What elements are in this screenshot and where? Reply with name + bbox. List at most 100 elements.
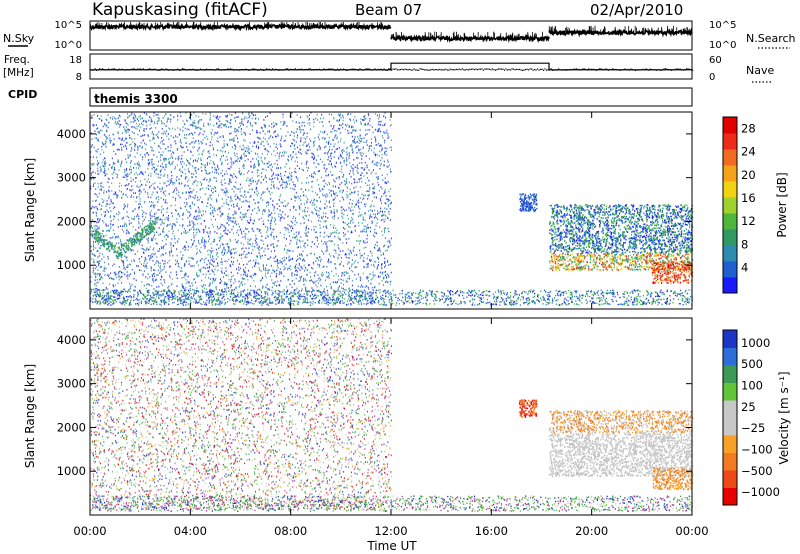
data-cell [324,203,326,205]
data-cell [294,184,296,186]
data-cell [326,249,329,252]
freq-point [114,68,116,70]
data-cell [230,280,232,283]
data-cell [322,194,324,197]
data-cell [241,118,243,121]
data-cell [231,252,233,255]
data-cell [138,269,141,271]
data-cell [351,148,353,150]
data-cell [348,261,350,263]
data-cell [142,129,144,132]
freq-point [511,68,513,70]
freq-point [434,69,436,71]
data-cell [256,187,258,190]
data-cell [193,221,195,224]
data-cell [222,189,224,191]
data-cell [102,243,104,246]
data-cell [295,289,297,291]
data-cell [366,263,368,265]
freq-point [186,69,188,71]
data-cell [189,215,191,217]
data-cell [177,158,179,161]
data-cell [287,202,289,205]
data-cell [360,277,362,280]
data-cell [198,211,200,213]
data-cell [373,196,375,198]
data-cell [110,223,112,225]
data-cell [169,163,172,166]
data-cell [130,143,132,146]
data-cell [191,133,193,135]
data-cell [109,141,111,144]
data-cell [258,163,260,165]
data-cell [268,131,270,133]
data-cell [369,205,371,208]
data-cell [97,261,99,264]
data-cell [126,147,128,150]
data-cell [165,163,167,166]
data-cell [381,147,383,150]
data-cell [227,229,229,232]
freq-point [499,68,501,70]
data-cell [290,154,292,156]
data-cell [119,270,121,273]
data-cell [97,269,99,271]
data-cell [318,219,320,222]
data-cell [98,172,100,175]
data-cell [140,141,142,144]
data-cell [356,170,358,172]
data-cell [104,160,106,163]
freq-point [467,69,469,71]
data-cell [340,138,342,140]
data-cell [182,287,184,290]
data-cell [225,194,227,197]
data-cell [328,253,330,255]
data-cell [206,187,208,190]
freq-point [577,69,579,71]
data-cell [168,274,171,277]
data-cell [273,257,275,259]
freq-point [422,68,424,71]
data-cell [152,191,154,194]
freq-point [500,68,503,70]
data-cell [160,153,162,156]
freq-point [145,69,147,71]
data-cell [105,145,107,148]
freq-point [536,68,539,70]
data-cell [274,250,276,252]
data-cell [194,122,196,124]
data-cell [296,146,299,149]
data-cell [214,279,216,281]
data-cell [242,247,244,249]
data-cell [179,224,181,227]
data-cell [176,240,178,242]
data-cell [220,235,222,238]
data-cell [189,285,191,287]
data-cell [195,160,197,162]
data-cell [151,255,154,258]
data-cell [143,252,145,255]
data-cell [281,294,283,297]
data-cell [183,134,186,136]
data-cell [297,151,300,153]
data-cell [307,207,309,209]
data-cell [305,286,307,289]
data-cell [311,199,313,202]
data-cell [152,260,154,262]
data-cell [190,151,192,153]
data-cell [141,158,143,161]
data-cell [90,174,93,177]
data-cell [262,287,264,289]
data-cell [193,224,195,226]
data-cell [167,158,170,160]
data-cell [239,183,241,186]
data-cell [350,230,352,232]
data-cell [194,180,196,183]
data-cell [216,115,218,118]
data-cell [138,167,140,169]
data-cell [367,122,369,125]
data-cell [142,139,144,142]
data-cell [240,172,243,175]
freq-point [372,69,375,71]
data-cell [151,132,153,135]
